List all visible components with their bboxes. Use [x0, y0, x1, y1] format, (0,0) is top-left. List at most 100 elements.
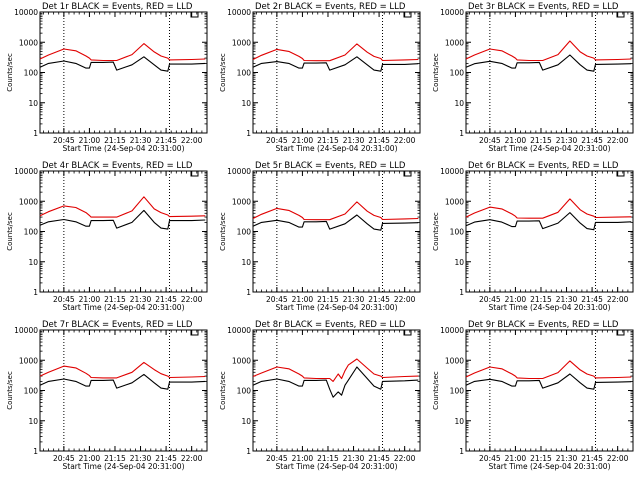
x-tick-label: 21:15: [104, 136, 126, 145]
corner-marker: [616, 330, 625, 336]
plot-frame: [465, 170, 634, 293]
series-line-lld: [252, 43, 419, 62]
x-tick-label: 22:00: [607, 295, 629, 304]
x-tick-label: 20:45: [53, 136, 75, 145]
x-tick-label: 21:45: [368, 136, 390, 145]
x-axis-label: Start Time (24-Sep-04 20:31:00): [276, 303, 398, 312]
y-axis-label: Counts/sec: [6, 212, 14, 251]
x-tick-label: 22:00: [607, 136, 629, 145]
x-tick-label: 21:00: [79, 295, 101, 304]
y-tick-label: 1: [246, 288, 251, 297]
plot-frame: [252, 11, 421, 134]
plot-frame: [39, 329, 208, 452]
panel-title: Det 2r BLACK = Events, RED = LLD: [255, 2, 406, 12]
y-axis-label: Counts/sec: [432, 371, 440, 410]
x-tick-label: 21:00: [79, 454, 101, 463]
x-tick-label: 22:00: [181, 136, 203, 145]
corner-marker: [403, 171, 412, 177]
panel-title: Det 7r BLACK = Events, RED = LLD: [42, 320, 193, 330]
plot-frame: [465, 11, 634, 134]
y-tick-label: 10000: [227, 8, 251, 17]
x-tick-label: 21:15: [104, 454, 126, 463]
corner-marker: [190, 330, 199, 336]
x-tick-label: 20:45: [53, 295, 75, 304]
x-tick-label: 21:00: [292, 295, 314, 304]
y-tick-label: 10: [454, 258, 464, 267]
corner-marker: [190, 171, 199, 177]
y-tick-label: 100: [450, 69, 465, 78]
y-axis-label: Counts/sec: [219, 53, 227, 92]
detector-panel-6: Det 6r BLACK = Events, RED = LLD 1 10 100 10…: [432, 161, 634, 312]
detector-panel-5: Det 5r BLACK = Events, RED = LLD 1 10 100 10…: [219, 161, 421, 312]
x-tick-label: 22:00: [394, 454, 416, 463]
x-axis-label: Start Time (24-Sep-04 20:31:00): [276, 144, 398, 153]
y-tick-label: 10000: [440, 8, 464, 17]
x-tick-label: 20:45: [266, 454, 288, 463]
detector-panel-9: Det 9r BLACK = Events, RED = LLD 1 10 100 10…: [432, 320, 634, 471]
panel-title: Det 8r BLACK = Events, RED = LLD: [255, 320, 406, 330]
x-tick-label: 21:30: [343, 295, 365, 304]
series-line-events: [39, 373, 206, 390]
x-tick-label: 21:15: [317, 295, 339, 304]
y-tick-label: 100: [24, 69, 39, 78]
plot-frame: [39, 170, 208, 293]
y-tick-label: 100: [237, 69, 252, 78]
y-tick-label: 10000: [440, 326, 464, 335]
y-tick-label: 1: [459, 447, 464, 456]
x-axis-label: Start Time (24-Sep-04 20:31:00): [63, 144, 185, 153]
y-tick-label: 1000: [232, 356, 251, 365]
x-tick-label: 21:30: [556, 295, 578, 304]
x-tick-label: 22:00: [394, 136, 416, 145]
y-tick-label: 100: [237, 228, 252, 237]
x-tick-label: 21:30: [130, 136, 152, 145]
x-tick-label: 21:30: [556, 136, 578, 145]
x-tick-label: 21:15: [530, 295, 552, 304]
x-axis-label: Start Time (24-Sep-04 20:31:00): [489, 462, 611, 471]
x-tick-label: 21:45: [581, 295, 603, 304]
y-tick-label: 1: [33, 288, 38, 297]
y-tick-label: 10000: [227, 167, 251, 176]
y-tick-label: 10: [28, 417, 38, 426]
y-tick-label: 1000: [445, 197, 464, 206]
x-tick-label: 22:00: [181, 295, 203, 304]
y-tick-label: 10000: [440, 167, 464, 176]
x-axis-label: Start Time (24-Sep-04 20:31:00): [63, 303, 185, 312]
corner-marker: [190, 12, 199, 18]
y-tick-label: 100: [450, 228, 465, 237]
x-tick-label: 22:00: [394, 295, 416, 304]
panel-title: Det 6r BLACK = Events, RED = LLD: [468, 161, 619, 171]
corner-marker: [616, 171, 625, 177]
x-tick-label: 20:45: [266, 136, 288, 145]
y-axis-label: Counts/sec: [432, 53, 440, 92]
x-axis-label: Start Time (24-Sep-04 20:31:00): [489, 303, 611, 312]
x-tick-label: 21:45: [368, 295, 390, 304]
detector-panel-2: Det 2r BLACK = Events, RED = LLD 1 10 100 10…: [219, 2, 421, 153]
x-axis-label: Start Time (24-Sep-04 20:31:00): [276, 462, 398, 471]
series-line-lld: [39, 196, 206, 218]
y-tick-label: 10: [454, 417, 464, 426]
panel-title: Det 4r BLACK = Events, RED = LLD: [42, 161, 193, 171]
x-tick-label: 21:15: [530, 136, 552, 145]
series-line-events: [465, 373, 632, 390]
y-axis-label: Counts/sec: [432, 212, 440, 251]
y-tick-label: 1: [246, 129, 251, 138]
panel-title: Det 3r BLACK = Events, RED = LLD: [468, 2, 619, 12]
y-tick-label: 10: [241, 417, 251, 426]
x-tick-label: 21:45: [368, 454, 390, 463]
y-tick-label: 1: [459, 129, 464, 138]
x-axis-label: Start Time (24-Sep-04 20:31:00): [63, 462, 185, 471]
y-tick-label: 1: [33, 447, 38, 456]
x-tick-label: 21:45: [155, 136, 177, 145]
corner-marker: [616, 12, 625, 18]
y-tick-label: 100: [24, 387, 39, 396]
x-tick-label: 21:30: [556, 454, 578, 463]
series-line-lld: [39, 43, 206, 62]
y-tick-label: 1000: [445, 356, 464, 365]
x-tick-label: 20:45: [479, 454, 501, 463]
x-tick-label: 22:00: [607, 454, 629, 463]
y-tick-label: 1000: [19, 38, 38, 47]
x-tick-label: 21:00: [292, 454, 314, 463]
y-tick-label: 100: [450, 387, 465, 396]
panel-title: Det 5r BLACK = Events, RED = LLD: [255, 161, 406, 171]
